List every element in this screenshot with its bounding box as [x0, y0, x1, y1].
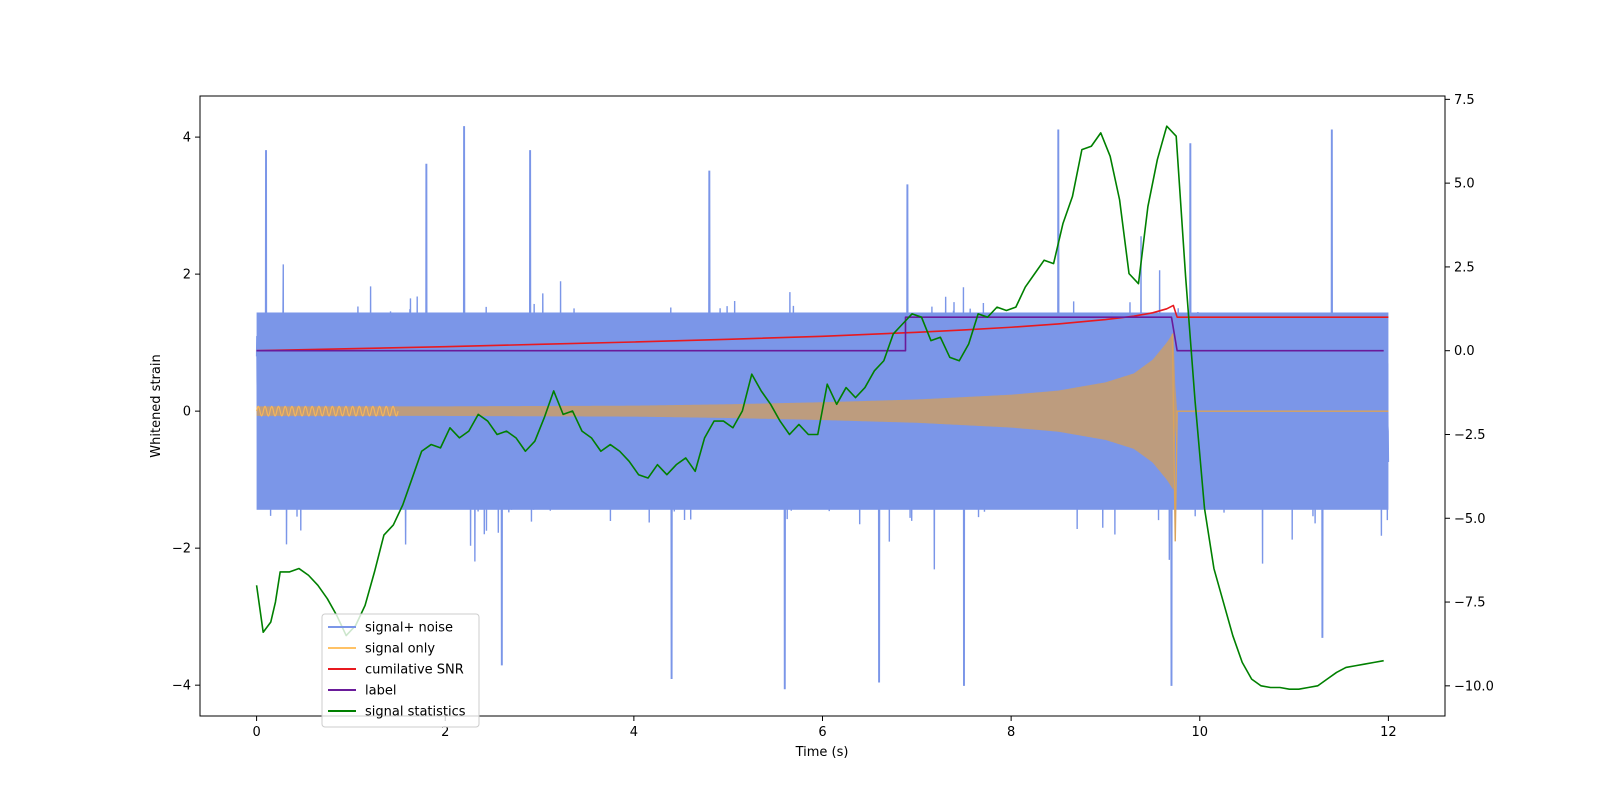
x-tick-label: 0 [252, 725, 260, 740]
series-layer [255, 125, 1390, 690]
legend-box [321, 613, 480, 728]
y-right-tick-label: 0.0 [1454, 344, 1475, 359]
x-tick-label: 4 [630, 725, 638, 740]
legend-label: cumilative SNR [365, 663, 464, 678]
x-tick-label: 10 [1191, 725, 1208, 740]
series-line-signal-statistics [255, 125, 1384, 690]
y-right-tick-label: −2.5 [1454, 428, 1486, 443]
y-right-tick-label: 5.0 [1454, 177, 1475, 192]
y-right-tick-label: −5.0 [1454, 512, 1486, 527]
y-right-tick-label: 7.5 [1454, 93, 1475, 108]
y-right-tick-label: 2.5 [1454, 260, 1475, 275]
y-left-tick-label: 0 [183, 405, 191, 420]
y-left-tick-label: −4 [172, 679, 191, 694]
axes-layer: 0 2 4 6 8 10 12 −4 −2 0 2 4 −10.0 −7.5 −5.0 −2.5 0.0 2.5 5… [172, 93, 1494, 740]
x-axis-label: Time (s) [795, 745, 849, 760]
legend-label: signal only [365, 642, 435, 657]
legend-label: signal statistics [365, 705, 466, 720]
x-tick-label: 2 [441, 725, 449, 740]
legend-label: label [365, 684, 396, 699]
series-line-signal-only [1171, 333, 1389, 542]
y-left-tick-label: −2 [172, 542, 191, 557]
y-right-tick-label: −10.0 [1454, 679, 1494, 694]
x-tick-label: 8 [1007, 725, 1015, 740]
y-axis-label: Whitened strain [149, 354, 164, 457]
y-left-tick-label: 4 [183, 131, 191, 146]
legend-label: signal+ noise [365, 621, 453, 636]
x-tick-label: 12 [1380, 725, 1397, 740]
series-ripple-signal-only [256, 405, 399, 417]
series-line-label [256, 316, 1384, 352]
legend: signal+ noise signal only cumilative SNR la… [321, 613, 480, 728]
y-right-tick-label: −7.5 [1454, 596, 1486, 611]
x-tick-label: 6 [818, 725, 826, 740]
y-left-tick-label: 2 [183, 268, 191, 283]
series-line-cumilative-snr [256, 304, 1389, 352]
